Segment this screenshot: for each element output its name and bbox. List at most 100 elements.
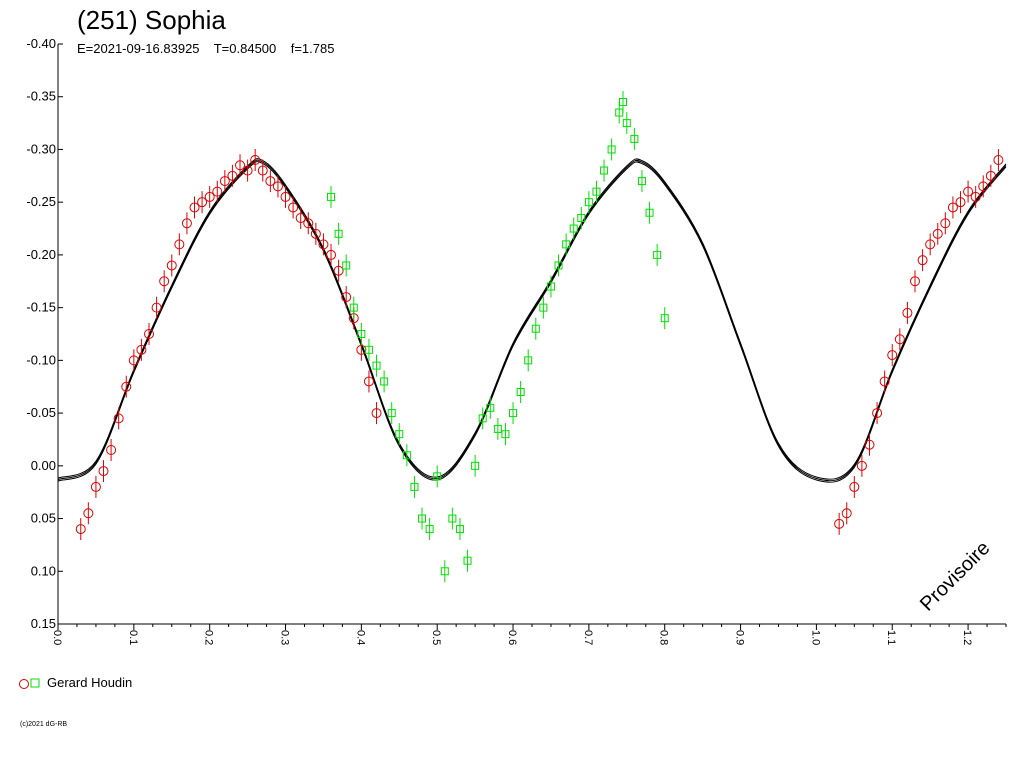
legend: Gerard Houdin [19,675,132,690]
data-point-square [509,409,518,418]
data-point-circle [310,228,321,239]
data-point-circle [121,381,132,392]
data-point-square [600,166,609,175]
data-point-circle [159,276,170,287]
data-point-square [645,208,654,217]
data-point-circle [834,518,845,529]
data-point-square [433,472,442,481]
data-point-circle [993,155,1004,165]
y-tick-label: -0.30 [26,141,56,156]
x-tick-label: 0.5 [430,630,442,645]
axis-ticks-group: -0.40 -0.35 -0.30 -0.25 -0.20 -0.15 -0.10 -0.05… [26,36,1007,645]
legend-label: Gerard Houdin [47,675,132,690]
watermark-text: Provisoire [916,537,994,615]
data-point-circle [909,276,920,287]
data-point-circle [235,160,246,171]
data-point-square [471,461,480,470]
data-point-square [592,187,601,196]
y-tick-label: 0.00 [31,458,56,473]
data-point-circle [250,155,261,165]
data-point-circle [856,460,867,471]
data-point-circle [841,508,852,519]
data-point-square [546,282,555,291]
copyright-text: (c)2021 dG-RB [20,721,67,728]
data-point-square [493,424,502,433]
y-tick-label: 0.10 [31,563,56,578]
data-point-square [653,250,662,259]
data-point-circle [864,439,875,450]
data-point-square [334,229,343,238]
data-point-square [455,525,464,534]
data-point-square [380,377,389,386]
y-tick-label: 0.15 [31,616,56,631]
y-tick-label: -0.05 [26,405,56,420]
data-point-square [357,330,366,338]
legend-square-marker [30,678,40,688]
x-tick-label: 0.1 [127,630,139,645]
data-point-circle [181,218,192,229]
data-point-square [425,525,434,534]
data-point-circle [970,191,981,202]
data-point-square [539,303,548,312]
data-point-circle [879,376,890,387]
data-point-circle [212,186,223,197]
data-point-circle [75,524,86,535]
data-point-circle [90,481,101,492]
data-point-circle [265,176,276,187]
data-point-square [402,451,411,460]
x-tick-label: 1.0 [809,630,821,645]
data-point-square [607,145,616,154]
data-point-square [364,345,373,354]
data-point-square [637,177,646,186]
data-point-circle [136,344,147,355]
x-tick-label: 0.6 [506,630,518,645]
y-tick-label: -0.25 [26,194,56,209]
data-point-square [448,514,457,523]
data-point-square [410,482,419,491]
data-point-circle [902,307,913,318]
y-tick-label: -0.35 [26,89,56,104]
data-point-square [327,192,336,201]
data-point-circle [849,481,860,492]
data-point-circle [371,408,382,419]
y-tick-label: -0.20 [26,247,56,262]
x-tick-label: 1.1 [885,630,897,645]
data-point-square [395,430,404,439]
data-point-circle [257,165,268,176]
data-point-circle [985,170,996,181]
data-point-square [478,414,487,423]
data-point-circle [341,292,352,303]
data-point-square [387,409,396,418]
data-point-square [463,556,472,565]
data-points-group [75,91,1004,583]
data-point-circle [144,329,155,339]
data-point-circle [151,302,162,313]
x-tick-label: 0.3 [279,630,291,645]
data-point-square [516,388,525,396]
data-point-circle [227,170,238,181]
fit-curve-line [57,159,1007,482]
data-point-circle [326,249,337,260]
data-point-square [524,356,533,365]
fit-curve-line [57,158,1007,480]
y-tick-label: -0.15 [26,300,56,315]
data-point-circle [940,218,951,229]
data-point-square [486,403,495,412]
data-point-square [622,119,631,128]
data-point-square [372,361,381,370]
data-point-square [630,134,639,143]
x-tick-label: 1.2 [961,630,973,645]
x-tick-label: 0.9 [734,630,746,645]
data-point-circle [106,445,117,455]
data-point-circle [166,260,177,271]
data-point-circle [128,355,139,366]
data-point-square [562,240,571,249]
data-point-circle [925,239,936,250]
data-point-circle [872,408,883,419]
data-point-circle [303,218,314,229]
y-tick-label: -0.40 [26,36,56,51]
chart-title: (251) Sophia [77,5,226,35]
data-point-square [342,261,351,270]
plot-area [57,44,1006,625]
